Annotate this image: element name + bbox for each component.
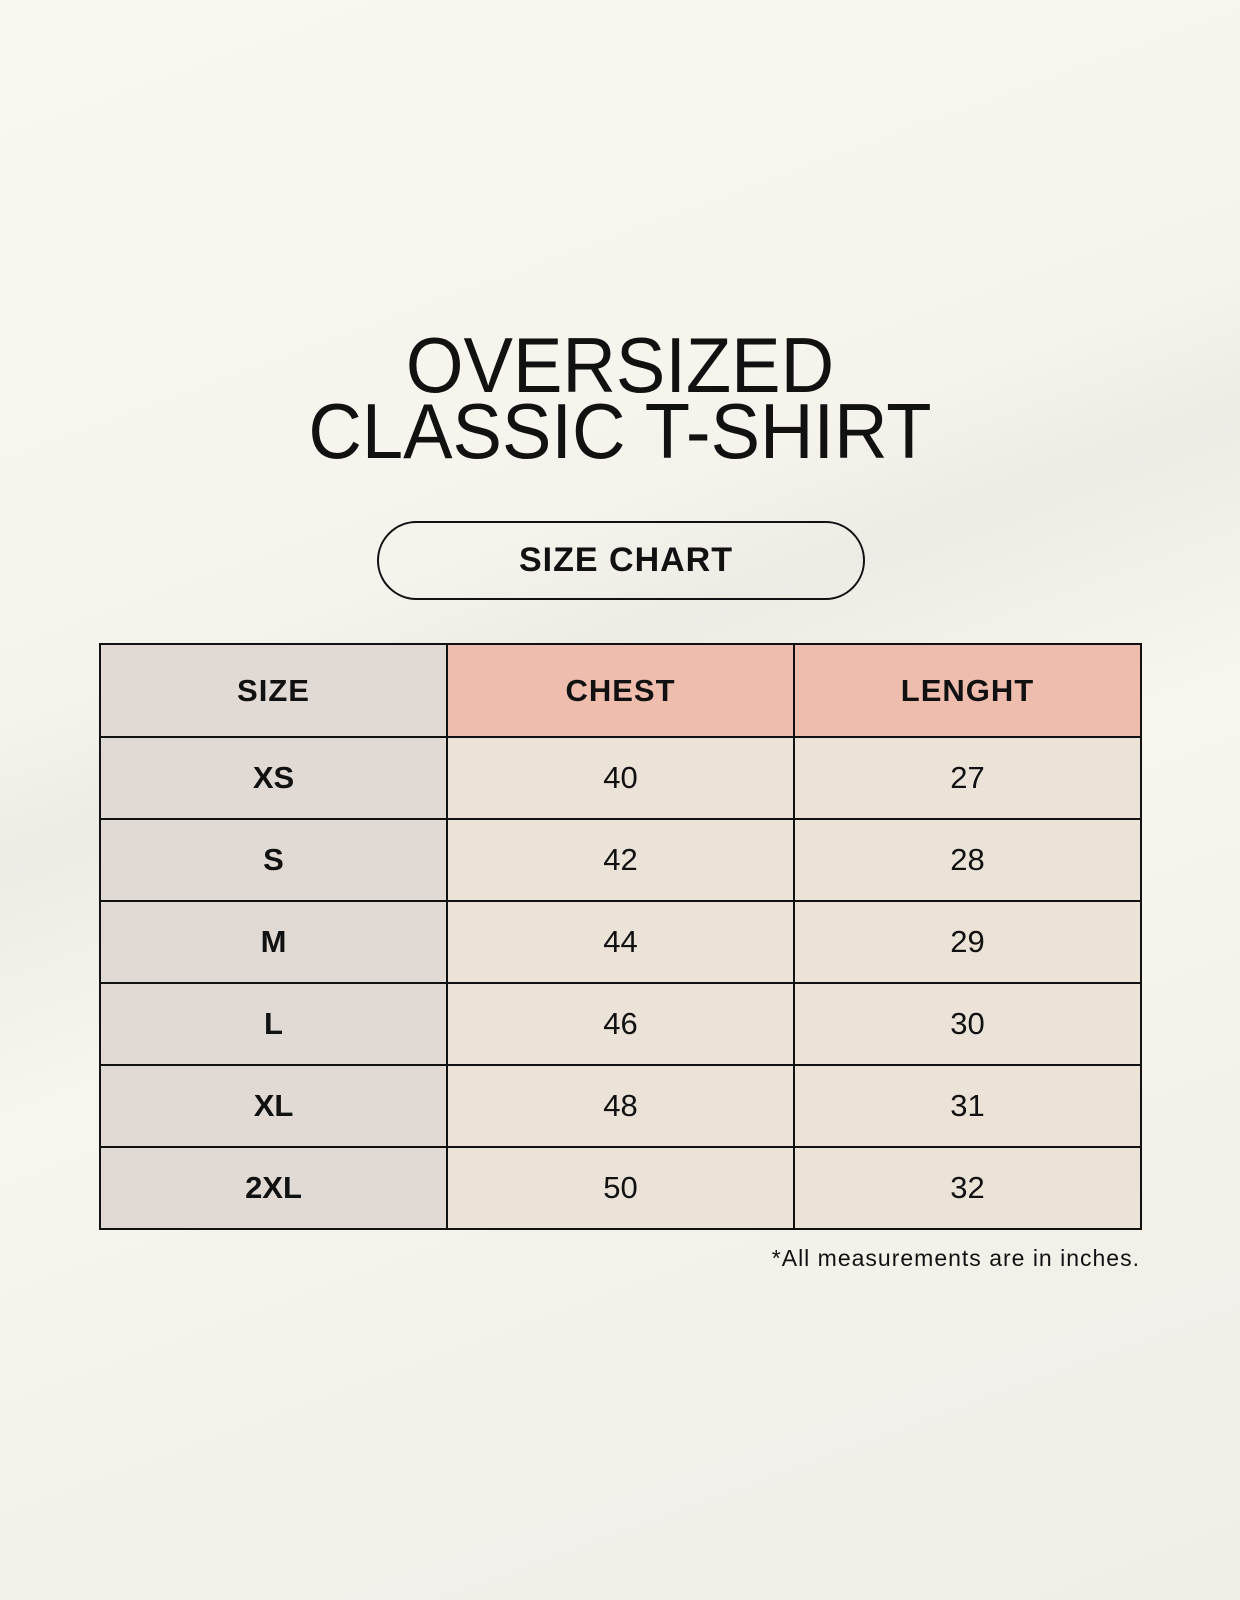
- size-chart-badge: SIZE CHART: [377, 521, 865, 600]
- table-row: 2XL 50 32: [99, 1146, 1142, 1230]
- header-length: LENGHT: [793, 643, 1142, 738]
- title-line-2: CLASSIC T-SHIRT: [308, 387, 932, 475]
- header-chest: CHEST: [446, 643, 795, 738]
- table-row: S 42 28: [99, 818, 1142, 902]
- size-cell: L: [99, 982, 448, 1066]
- chest-cell: 48: [446, 1064, 795, 1148]
- footnote: *All measurements are in inches.: [771, 1245, 1140, 1271]
- table-row: M 44 29: [99, 900, 1142, 984]
- size-table: SIZE CHEST LENGHT XS 40 27 S 42 28 M 44 29 L 46 30 X…: [99, 643, 1142, 1230]
- table-row: XS 40 27: [99, 736, 1142, 820]
- length-cell: 28: [793, 818, 1142, 902]
- size-cell: 2XL: [99, 1146, 448, 1230]
- size-cell: XS: [99, 736, 448, 820]
- page-title: OVERSIZED CLASSIC T-SHIRT: [31, 321, 1209, 475]
- chest-cell: 46: [446, 982, 795, 1066]
- size-cell: XL: [99, 1064, 448, 1148]
- header-size: SIZE: [99, 643, 448, 738]
- length-cell: 32: [793, 1146, 1142, 1230]
- table-header-row: SIZE CHEST LENGHT: [99, 643, 1142, 738]
- title-line-1: OVERSIZED: [405, 321, 835, 409]
- chest-cell: 50: [446, 1146, 795, 1230]
- chest-cell: 42: [446, 818, 795, 902]
- length-cell: 31: [793, 1064, 1142, 1148]
- table-row: XL 48 31: [99, 1064, 1142, 1148]
- length-cell: 29: [793, 900, 1142, 984]
- chest-cell: 40: [446, 736, 795, 820]
- length-cell: 30: [793, 982, 1142, 1066]
- table-row: L 46 30: [99, 982, 1142, 1066]
- chest-cell: 44: [446, 900, 795, 984]
- length-cell: 27: [793, 736, 1142, 820]
- size-cell: S: [99, 818, 448, 902]
- size-cell: M: [99, 900, 448, 984]
